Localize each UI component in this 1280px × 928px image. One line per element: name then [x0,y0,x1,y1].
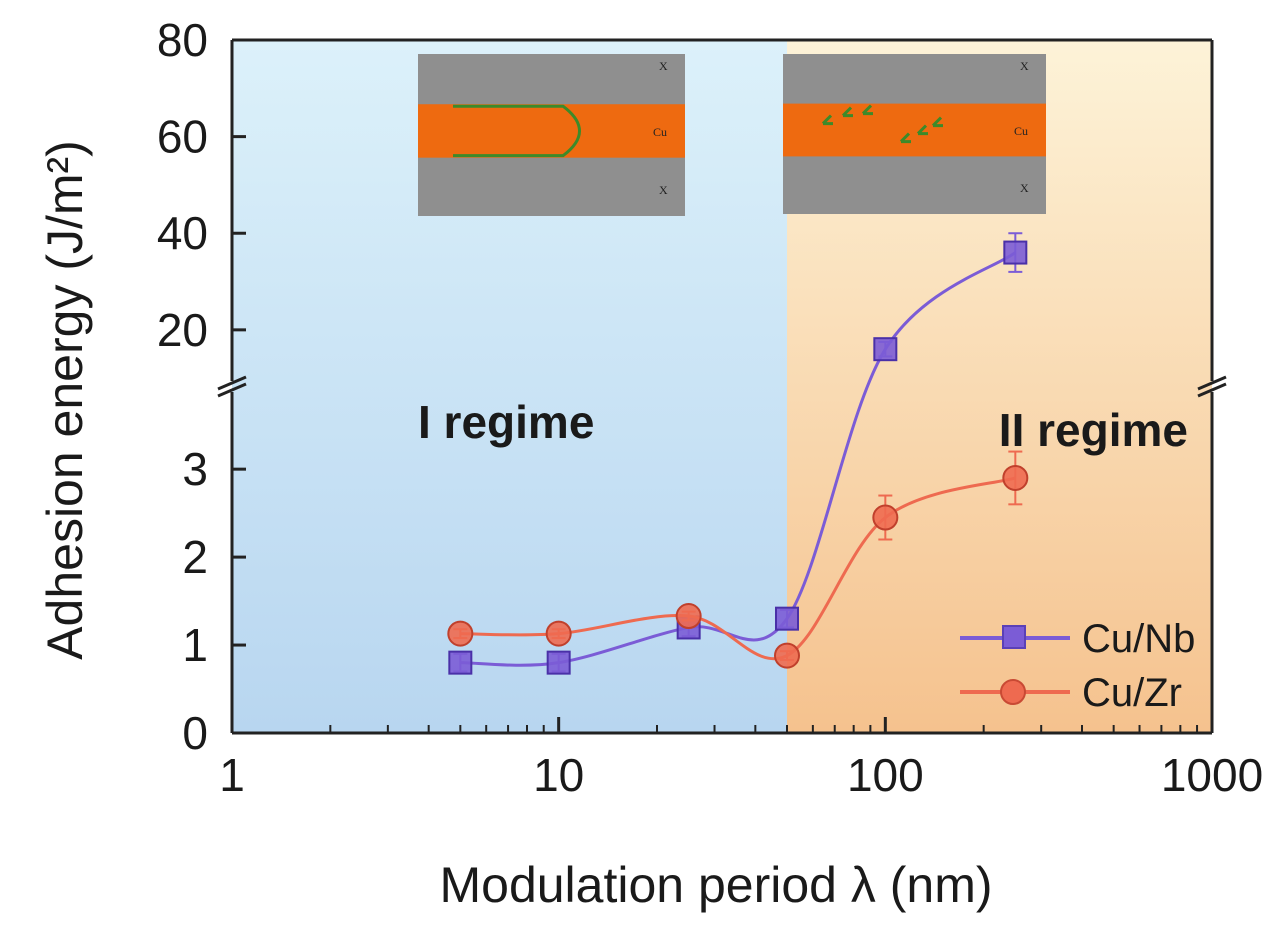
inset-label-top: X [659,59,668,73]
data-point-cu-nb [546,650,571,675]
y-tick-label: 20 [157,304,208,356]
data-point-cu-nb [774,606,799,631]
data-point-cu-nb [873,337,898,362]
axis-break-mark [217,382,247,398]
x-tick-label: 1 [219,749,245,801]
inset-cu-layer [418,104,685,158]
inset-label-bottom: X [659,183,668,197]
x-tick-label: 1000 [1161,749,1263,801]
data-point-cu-nb [1003,240,1028,265]
inset-label-bottom: X [1020,181,1029,195]
data-point-cu-zr [872,504,899,531]
data-point-cu-nb [448,650,473,675]
inset-dislocation [916,124,928,136]
data-point-cu-zr [545,620,572,647]
x-axis-title: Modulation period λ (nm) [439,857,992,913]
data-point-cu-zr [1002,464,1029,491]
axis-break-mark [217,375,247,391]
legend-label-cu-zr: Cu/Zr [1082,671,1182,715]
legend-marker-cu-nb [1002,625,1026,649]
data-point-cu-zr [447,620,474,647]
inset-label-cu: Cu [1014,124,1028,138]
y-tick-label: 1 [182,619,208,671]
regime-I-schematic: X Cu X [418,54,685,216]
data-point-cu-zr [773,642,800,669]
y-tick-label: 40 [157,207,208,259]
inset-dislocation [931,116,943,128]
inset-dislocation [841,106,853,118]
inset-cu-layer [783,103,1046,157]
inset-dislocation [861,104,873,116]
legend: Cu/Nb Cu/Zr [960,617,1195,715]
regime-II-schematic: X Cu X [783,54,1046,214]
region-label-i: I regime [418,396,594,448]
y-tick-label: 60 [157,111,208,163]
x-tick-label: 100 [847,749,924,801]
legend-label-cu-nb: Cu/Nb [1082,617,1195,661]
inset-dislocation [821,114,833,126]
inset-label-top: X [1020,59,1029,73]
y-axis-title: Adhesion energy (J/m²) [37,140,93,660]
inset-dislocation [899,132,911,144]
y-tick-label: 3 [182,443,208,495]
legend-marker-cu-zr [1000,679,1026,705]
inset-label-cu: Cu [653,125,667,139]
data-point-cu-zr [675,603,702,630]
y-tick-label: 80 [157,14,208,66]
axis-break-mark [1197,382,1227,398]
y-tick-label: 0 [182,707,208,759]
axis-break-mark [1197,375,1227,391]
x-tick-label: 10 [533,749,584,801]
region-label-ii: II regime [999,404,1188,456]
inset-interface-curve [453,104,581,158]
y-tick-label: 2 [182,531,208,583]
